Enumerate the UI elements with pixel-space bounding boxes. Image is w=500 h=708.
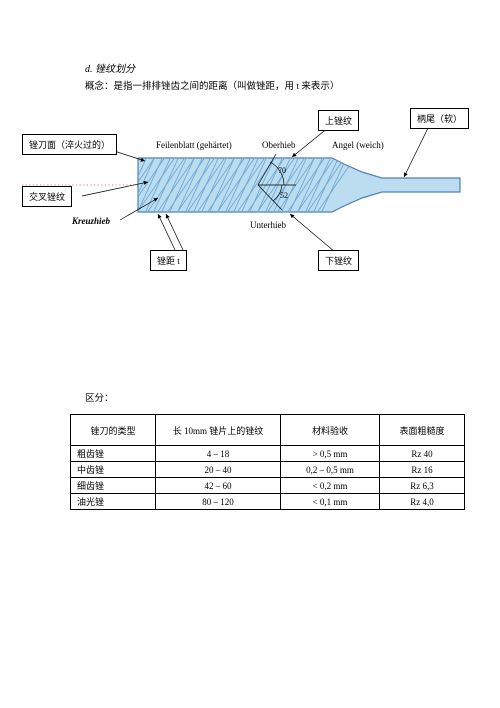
table-header: 材料验收 bbox=[281, 415, 380, 446]
section-heading: d. 锉纹划分 bbox=[85, 60, 135, 75]
label-box-face: 锉刀面（淬火过的） bbox=[22, 134, 117, 155]
table-cell: 0,2 – 0,5 mm bbox=[281, 462, 380, 478]
table-cell: 80 – 120 bbox=[156, 494, 281, 510]
table-row: 细齿锉 42 – 60 < 0,2 mm Rz 6,3 bbox=[71, 478, 465, 494]
table-cell: Rz 6,3 bbox=[380, 478, 465, 494]
table-cell: 42 – 60 bbox=[156, 478, 281, 494]
label-kreuzhieb: Kreuzhieb bbox=[72, 216, 110, 226]
table-header-row: 锉刀的类型 长 10mm 锉片上的锉纹 材料验收 表面粗糙度 bbox=[71, 415, 465, 446]
table-cell: 4 – 18 bbox=[156, 446, 281, 462]
label-oberhieb: Oberhieb bbox=[262, 140, 296, 150]
table-cell: 细齿锉 bbox=[71, 478, 156, 494]
label-angel: Angel (weich) bbox=[332, 140, 384, 150]
table-cell: 油光锉 bbox=[71, 494, 156, 510]
table-cell: 中齿锉 bbox=[71, 462, 156, 478]
table-header: 长 10mm 锉片上的锉纹 bbox=[156, 415, 281, 446]
table-row: 油光锉 80 – 120 < 0,1 mm Rz 4,0 bbox=[71, 494, 465, 510]
table-header: 锉刀的类型 bbox=[71, 415, 156, 446]
classify-label: 区分： bbox=[85, 390, 114, 404]
concept-line: 概念：是指一排排锉齿之间的距离（叫做锉距，用 t 来表示） bbox=[85, 78, 339, 92]
table-cell: Rz 4,0 bbox=[380, 494, 465, 510]
label-unterhieb: Unterhieb bbox=[250, 220, 286, 230]
table-cell: > 0,5 mm bbox=[281, 446, 380, 462]
table-header: 表面粗糙度 bbox=[380, 415, 465, 446]
label-box-pitch: 锉距 t bbox=[150, 250, 187, 271]
label-box-lower: 下锉纹 bbox=[318, 250, 359, 271]
page: d. 锉纹划分 概念：是指一排排锉齿之间的距离（叫做锉距，用 t 来表示） bbox=[0, 0, 500, 708]
label-feilenblatt: Feilenblatt (gehärtet) bbox=[156, 140, 232, 150]
classification-table: 锉刀的类型 长 10mm 锉片上的锉纹 材料验收 表面粗糙度 粗齿锉 4 – 1… bbox=[70, 414, 465, 510]
label-box-tail: 柄尾（软） bbox=[410, 108, 469, 129]
table-cell: < 0,2 mm bbox=[281, 478, 380, 494]
file-diagram: 70 52 锉刀面（淬火过的） 交叉 bbox=[0, 100, 500, 305]
table-cell: 粗齿锉 bbox=[71, 446, 156, 462]
blade-svg: 70 52 bbox=[0, 100, 500, 305]
table-cell: Rz 16 bbox=[380, 462, 465, 478]
label-box-upper: 上锉纹 bbox=[318, 110, 359, 131]
table-cell: < 0,1 mm bbox=[281, 494, 380, 510]
table-row: 中齿锉 20 – 40 0,2 – 0,5 mm Rz 16 bbox=[71, 462, 465, 478]
label-box-cross: 交叉锉纹 bbox=[22, 186, 72, 207]
table-cell: Rz 40 bbox=[380, 446, 465, 462]
angle-70: 70 bbox=[278, 166, 286, 175]
angle-52: 52 bbox=[280, 191, 288, 200]
table-row: 粗齿锉 4 – 18 > 0,5 mm Rz 40 bbox=[71, 446, 465, 462]
table-cell: 20 – 40 bbox=[156, 462, 281, 478]
